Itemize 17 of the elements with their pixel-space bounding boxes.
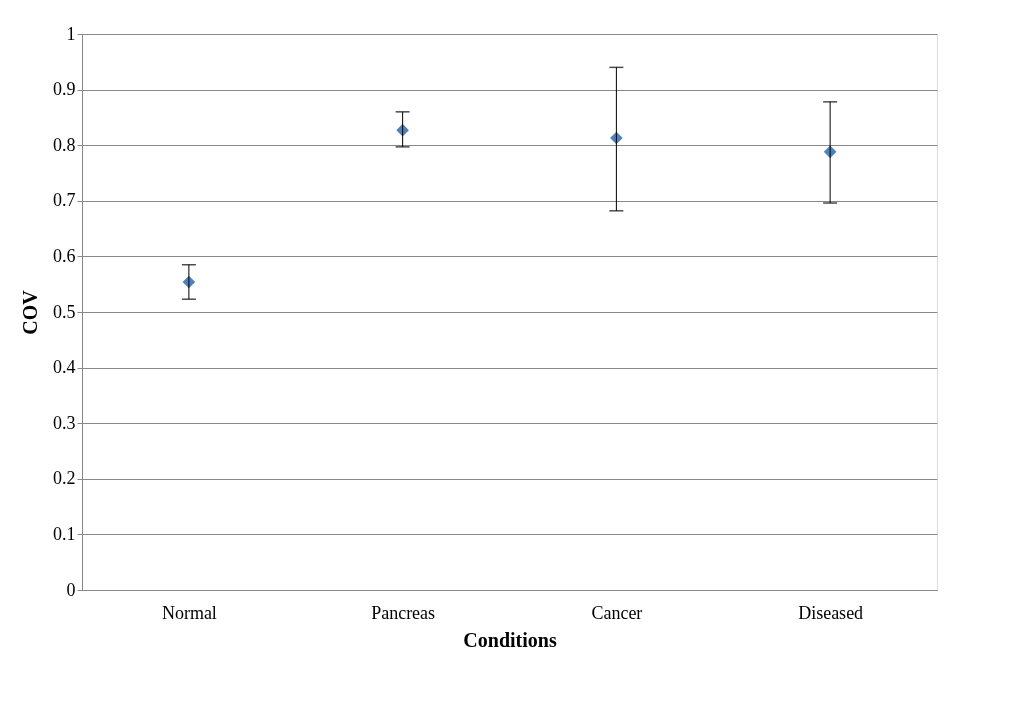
x-tick-label: Cancer	[591, 602, 643, 623]
y-tick-label: 0.1	[53, 523, 76, 544]
x-tick-label: Normal	[161, 602, 217, 623]
y-tick-label: 0.7	[53, 190, 76, 211]
y-tick-label: 0.8	[53, 134, 76, 155]
y-tick-label: 0.5	[53, 301, 76, 322]
y-tick-label: 0.2	[53, 468, 76, 489]
x-tick-label: Diseased	[798, 602, 864, 623]
y-tick-label: 0.4	[53, 357, 76, 378]
y-tick-label: 0.9	[53, 79, 76, 100]
y-tick-label: 0.6	[53, 245, 76, 266]
x-axis-title: Conditions	[463, 628, 557, 651]
y-tick-label: 0.3	[53, 412, 76, 433]
y-tick-label: 0	[66, 579, 76, 600]
y-tick-label: 1	[66, 23, 76, 44]
y-axis-title: COV	[19, 289, 41, 335]
x-tick-label: Pancreas	[371, 602, 436, 623]
